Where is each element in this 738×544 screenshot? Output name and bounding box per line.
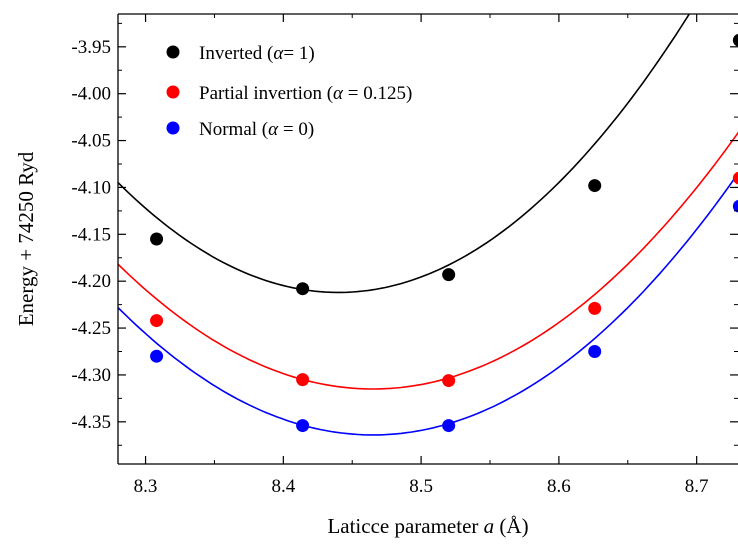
y-tick-label: -4.05 <box>71 131 111 152</box>
y-tick-label: -4.15 <box>71 224 111 245</box>
fit-curve-series-1 <box>118 131 738 390</box>
data-point-series-0 <box>150 232 164 246</box>
data-point-series-0 <box>442 268 456 282</box>
y-tick-label: -4.30 <box>71 365 111 386</box>
legend-label-2: Normal (α = 0) <box>199 119 314 140</box>
y-tick-label: -4.20 <box>71 271 111 292</box>
x-tick-label: 8.3 <box>134 476 158 497</box>
fit-curve-series-0 <box>118 14 691 294</box>
data-point-series-2 <box>732 199 738 213</box>
legend-marker-1 <box>166 85 180 99</box>
data-points <box>150 33 738 433</box>
x-axis-label: Laticce parameter a (Å) <box>327 514 528 538</box>
y-tick-label: -4.00 <box>71 84 111 105</box>
legend-label-1: Partial invertion (α = 0.125) <box>199 83 412 104</box>
x-tick-label: 8.7 <box>685 476 709 497</box>
x-tick-label: 8.5 <box>409 476 433 497</box>
fit-curve-series-2 <box>118 172 738 436</box>
fit-curves <box>118 14 738 436</box>
legend-marker-0 <box>166 45 180 59</box>
y-axis-label: Energy + 74250 Ryd <box>14 151 38 326</box>
data-point-series-0 <box>296 282 310 296</box>
legend-marker-2 <box>166 121 180 135</box>
data-point-series-1 <box>732 171 738 185</box>
data-point-series-1 <box>588 301 602 315</box>
plot-axes <box>117 13 738 465</box>
data-point-series-2 <box>150 349 164 363</box>
data-point-series-1 <box>442 374 456 388</box>
legend-label-0: Inverted (α= 1) <box>199 43 315 64</box>
data-point-series-0 <box>588 179 602 193</box>
data-point-series-2 <box>588 345 602 358</box>
x-tick-label: 8.4 <box>271 476 295 497</box>
data-point-series-2 <box>442 419 456 433</box>
legend: Inverted (α= 1) Partial invertion (α = 0.… <box>166 43 412 140</box>
x-tick-label: 8.6 <box>547 476 571 497</box>
y-tick-label: -3.95 <box>71 37 111 58</box>
y-tick-label: -4.25 <box>71 318 111 339</box>
y-tick-label: -4.10 <box>71 177 111 198</box>
data-point-series-0 <box>732 33 738 47</box>
data-point-series-1 <box>150 314 164 328</box>
y-tick-label: -4.35 <box>71 412 111 433</box>
data-point-series-1 <box>296 373 310 387</box>
data-point-series-2 <box>296 419 310 433</box>
axis-ticks: 8.3 8.4 8.5 8.6 8.7 -3.95 -4.00 -4.05 -4.10 -4.15… <box>71 14 738 497</box>
